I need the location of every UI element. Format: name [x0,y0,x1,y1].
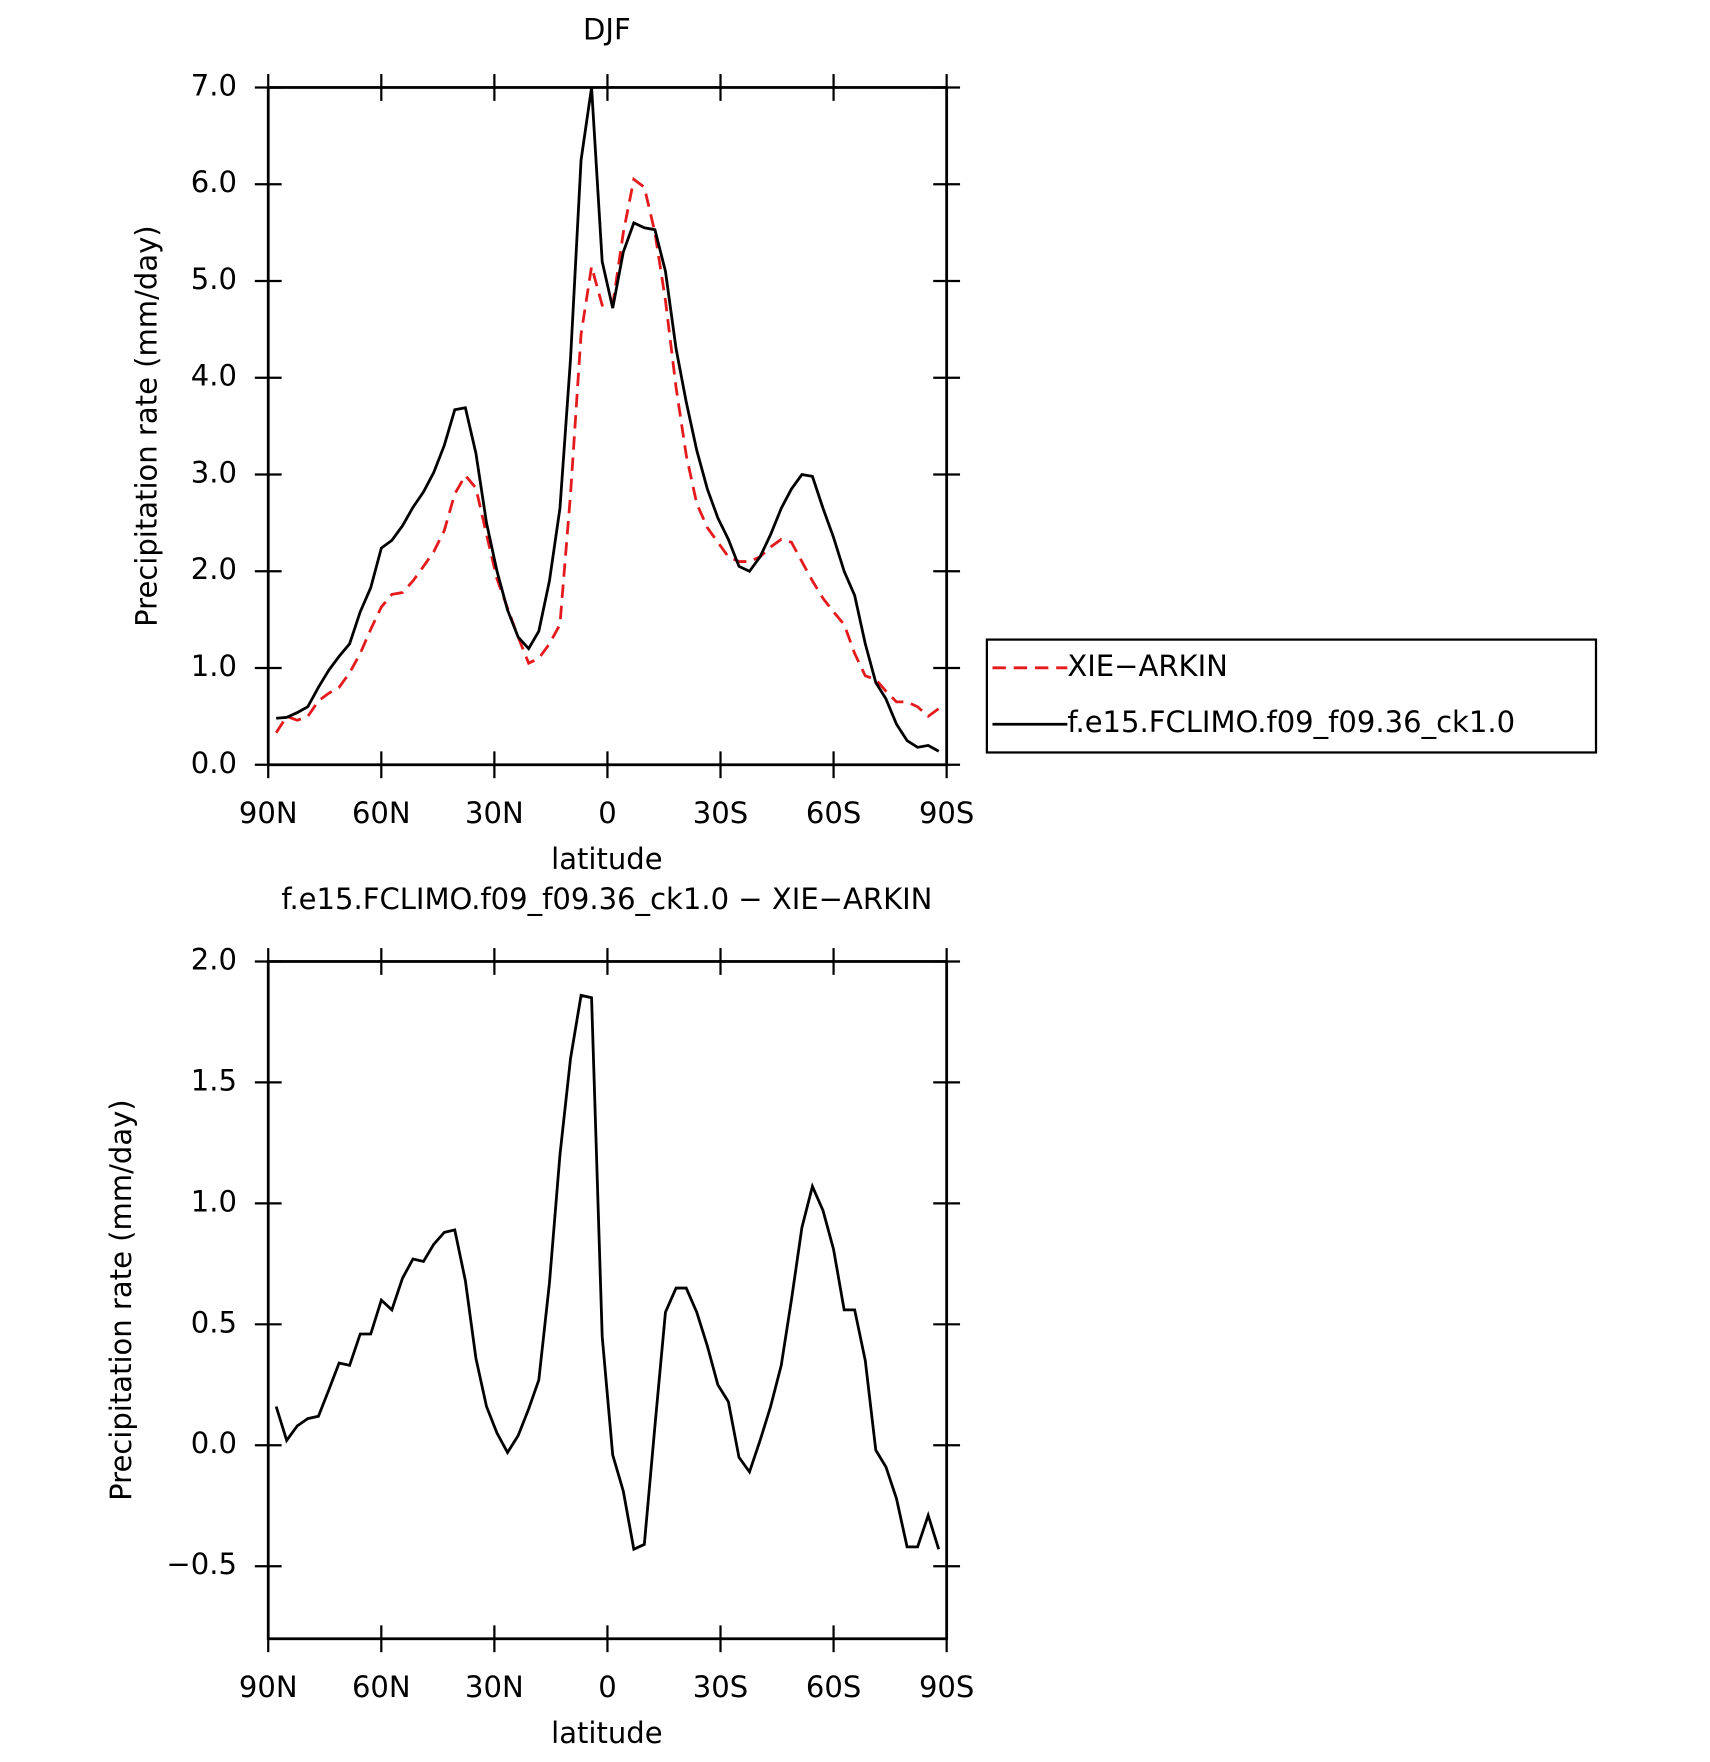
line [276,87,940,753]
x-tick-label: 60N [352,1670,411,1704]
x-tick-label: 30N [465,796,524,830]
y-tick-label: 2.0 [191,552,237,586]
y-tick-label: 7.0 [191,68,237,102]
line [274,176,940,734]
y-tick-label: 5.0 [191,262,237,296]
legend-label: f.e15.FCLIMO.f09_f09.36_ck1.0 [1067,705,1515,739]
y-tick-label: 0.0 [191,1426,237,1460]
chart-title: f.e15.FCLIMO.f09_f09.36_ck1.0 − XIE−ARKI… [281,882,932,916]
x-tick-label: 90S [919,796,974,830]
legend-label: XIE−ARKIN [1067,649,1228,683]
x-tick-label: 90N [239,796,298,830]
x-axis-label: latitude [551,1716,662,1750]
x-tick-label: 30S [693,796,748,830]
y-tick-label: 2.0 [191,942,237,976]
x-tick-label: 0 [598,1670,616,1704]
y-tick-label: 1.5 [191,1063,237,1097]
x-tick-label: 0 [598,796,616,830]
legend-box [985,638,1598,754]
y-axis-label: Precipitation rate (mm/day) [130,225,164,627]
x-tick-label: 60N [352,796,411,830]
plot-frame [266,960,949,1641]
y-tick-label: 4.0 [191,359,237,393]
y-tick-label: 6.0 [191,165,237,199]
line [274,993,941,1552]
y-tick-label: 0.0 [191,746,237,780]
chart-title: DJF [583,13,631,47]
y-axis-label: Precipitation rate (mm/day) [104,1099,138,1501]
y-tick-label: 0.5 [191,1305,237,1339]
x-axis-label: latitude [551,842,662,876]
y-tick-label: 3.0 [191,455,237,489]
x-tick-label: 30N [465,1670,524,1704]
y-tick-label: −0.5 [166,1547,237,1581]
x-tick-label: 60S [806,1670,861,1704]
x-tick-label: 60S [806,796,861,830]
plot-frame [266,86,949,767]
x-tick-label: 90N [239,1670,298,1704]
y-tick-label: 1.0 [191,649,237,683]
x-tick-label: 30S [693,1670,748,1704]
x-tick-label: 90S [919,1670,974,1704]
y-tick-label: 1.0 [191,1184,237,1218]
